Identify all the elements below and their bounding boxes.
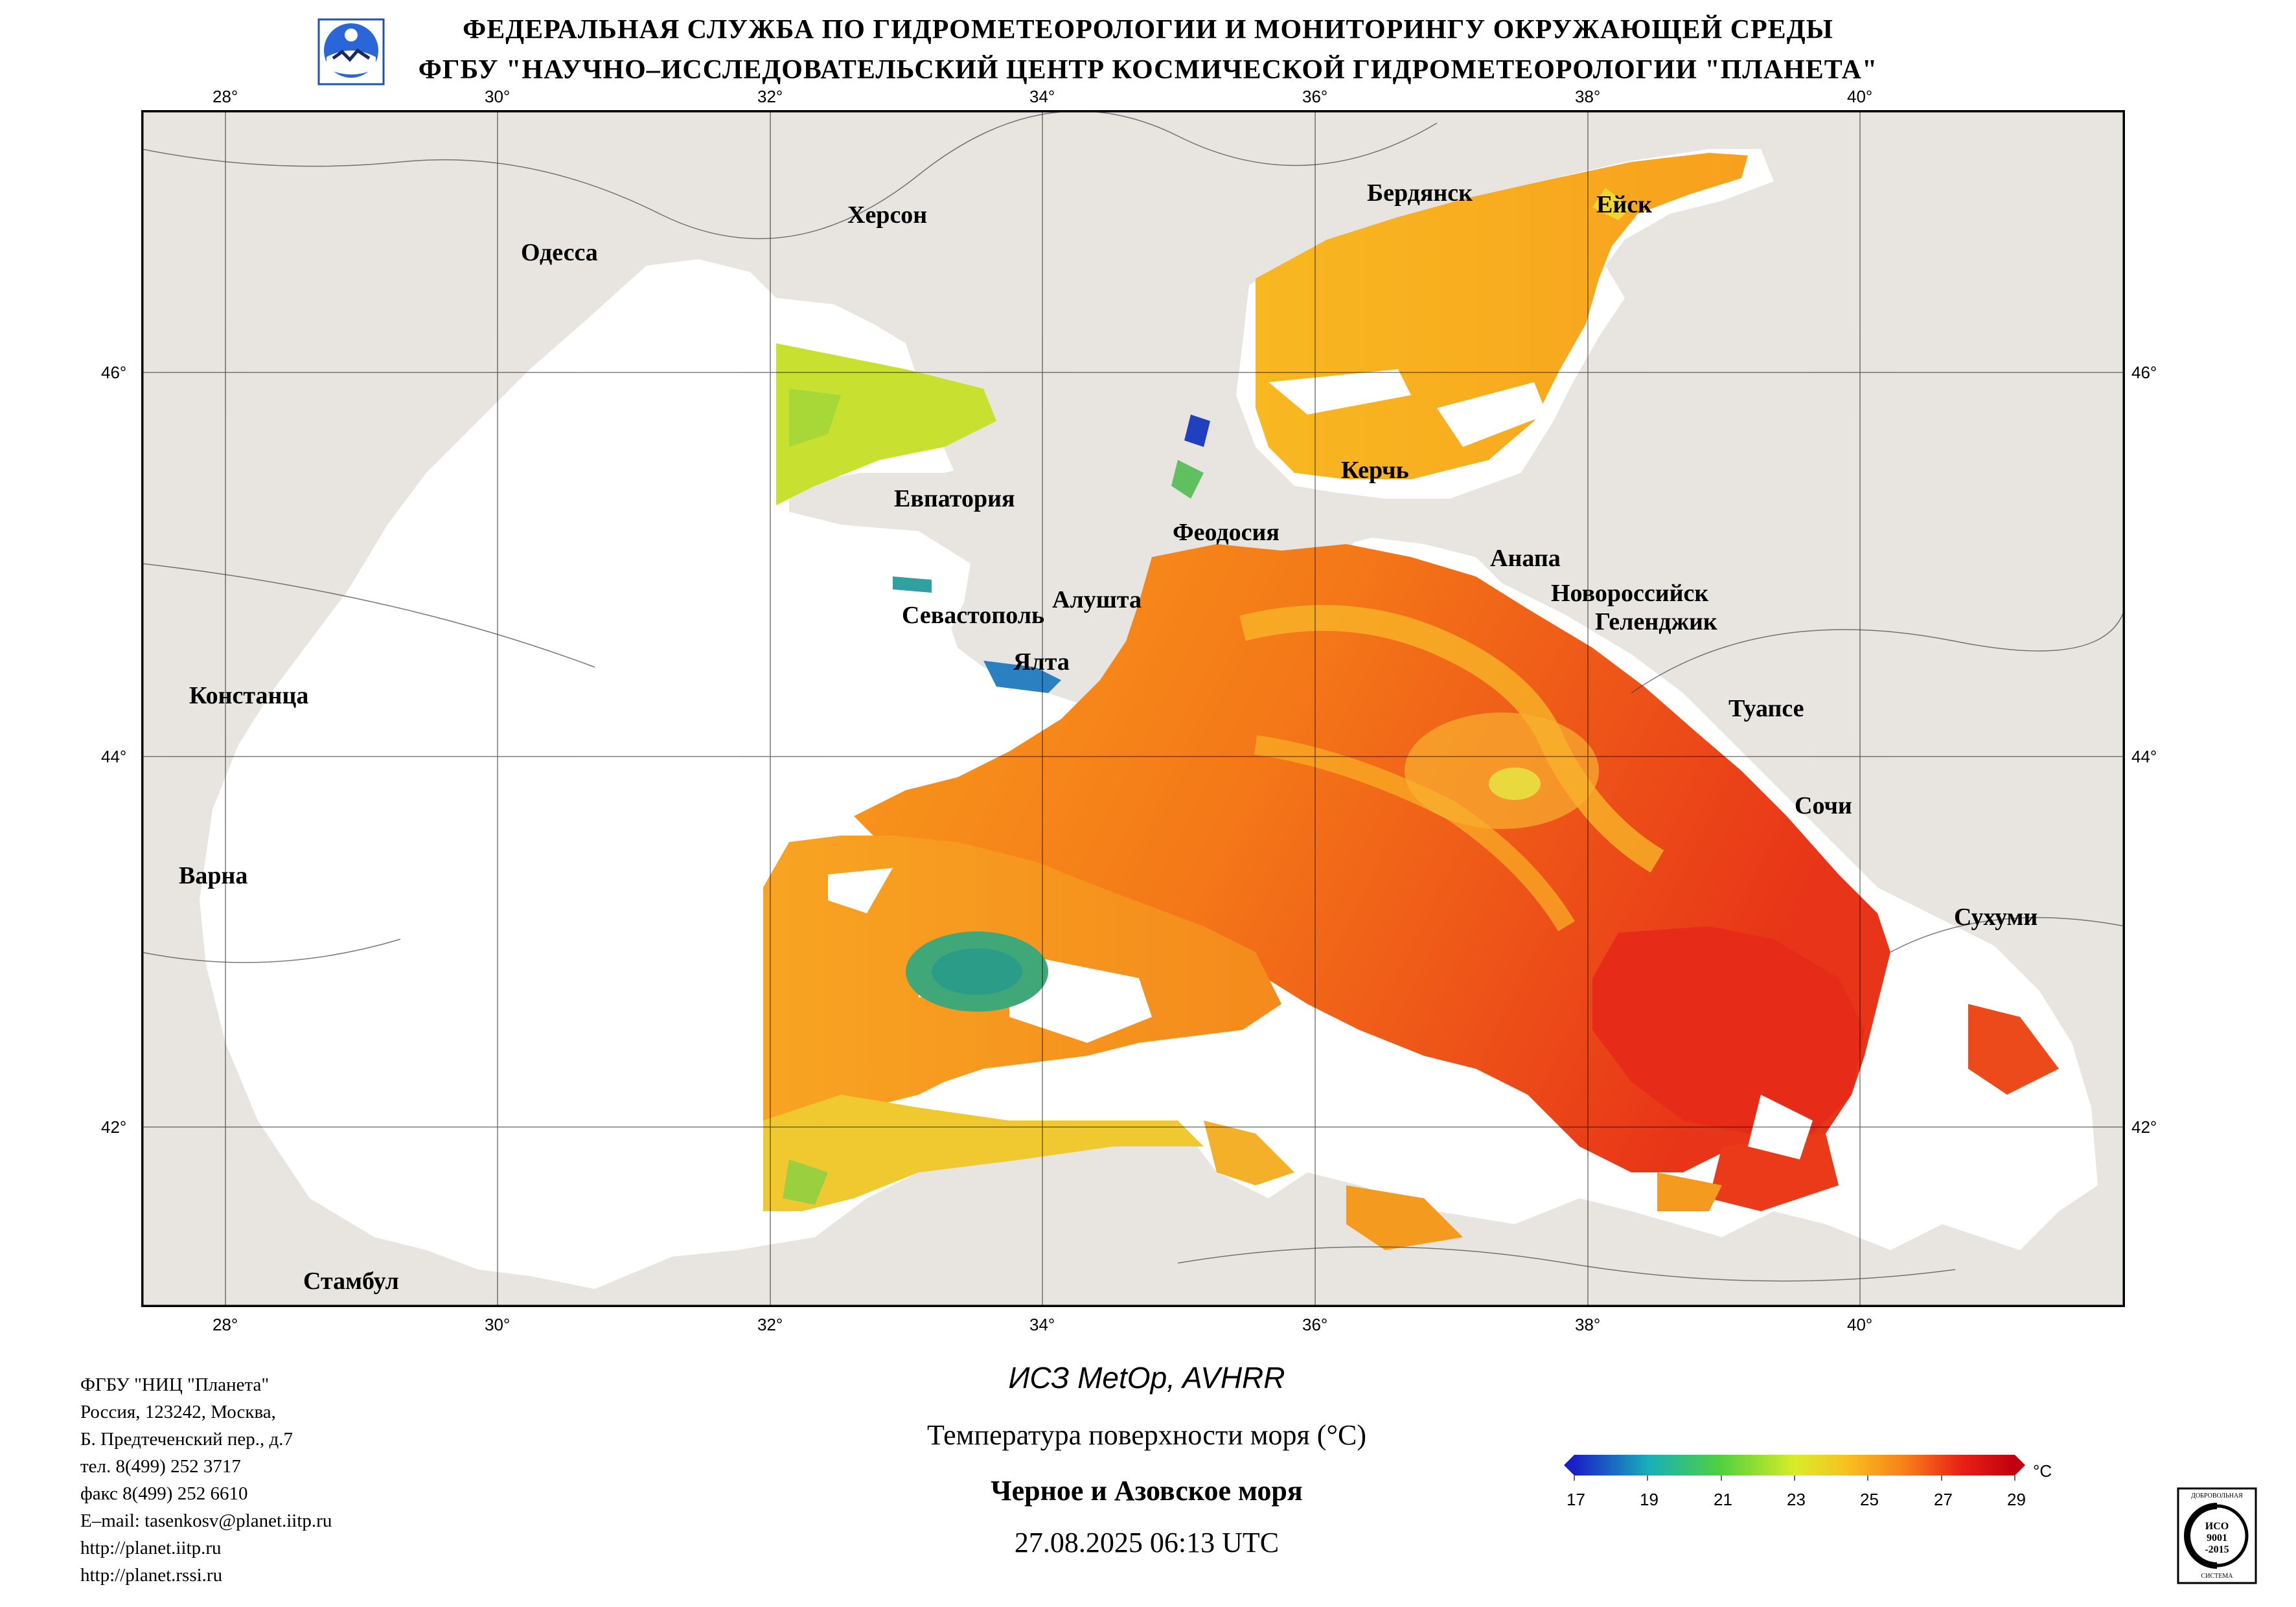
- lat-tick-right: 44°: [2131, 747, 2157, 766]
- lon-tick-bottom: 28°: [212, 1315, 238, 1334]
- iso-certification-badge: ДОБРОВОЛЬНАЯ ИСО 9001 -2015 СИСТЕМА: [2177, 1487, 2257, 1584]
- city-label-yeysk: Ейск: [1596, 191, 1653, 218]
- lat-tick-left: 46°: [101, 363, 127, 382]
- iso-line1: ИСО: [2205, 1521, 2229, 1532]
- city-label-sochi: Сочи: [1795, 792, 1852, 819]
- planeta-logo: [317, 18, 385, 85]
- sst-map: [141, 110, 2125, 1307]
- header-line-2: ФГБУ "НАУЧНО–ИССЛЕДОВАТЕЛЬСКИЙ ЦЕНТР КОС…: [418, 55, 1878, 85]
- lon-tick-top: 28°: [212, 87, 238, 106]
- lat-tick-left: 42°: [101, 1117, 127, 1137]
- lon-tick-bottom: 36°: [1302, 1315, 1328, 1334]
- satellite-caption: ИСЗ MetOp, AVHRR: [1008, 1361, 1285, 1395]
- lat-tick-right: 46°: [2131, 363, 2157, 382]
- address-line: Б. Предтеченский пер., д.7: [80, 1429, 293, 1450]
- city-label-berdyansk: Бердянск: [1367, 179, 1473, 207]
- city-label-tuapse: Туапсе: [1728, 695, 1804, 722]
- legend-tick: 27: [1934, 1490, 1953, 1509]
- address-link[interactable]: http://planet.rssi.ru: [80, 1565, 223, 1586]
- legend-colorbar: [1574, 1455, 2015, 1476]
- city-label-gelendzhik: Геленджик: [1595, 608, 1717, 635]
- crimea: [789, 447, 1359, 706]
- lat-tick-right: 42°: [2131, 1117, 2157, 1137]
- city-label-anapa: Анапа: [1490, 545, 1561, 572]
- legend-tick: 23: [1787, 1490, 1806, 1509]
- address-line: Россия, 123242, Москва,: [80, 1402, 276, 1422]
- legend-tick: 19: [1640, 1490, 1659, 1509]
- city-label-istanbul: Стамбул: [303, 1268, 399, 1295]
- address-line: ФГБУ "НИЦ "Планета": [80, 1374, 270, 1395]
- address-email[interactable]: E–mail: tasenkosv@planet.iitp.ru: [80, 1510, 332, 1531]
- address-fax: факс 8(499) 252 6610: [80, 1483, 248, 1504]
- lon-tick-bottom: 30°: [485, 1315, 511, 1334]
- lon-tick-bottom: 32°: [757, 1315, 783, 1334]
- lat-tick-left: 44°: [101, 747, 127, 766]
- legend-low-arrow: [1564, 1455, 1574, 1476]
- legend-tick: 17: [1567, 1490, 1585, 1509]
- lon-tick-top: 38°: [1575, 87, 1601, 106]
- city-label-alushta: Алушта: [1052, 586, 1142, 613]
- iso-line2: 9001: [2207, 1533, 2227, 1544]
- iso-bottom-text: СИСТЕМА: [2201, 1573, 2233, 1580]
- lon-tick-bottom: 38°: [1575, 1315, 1601, 1334]
- legend-high-arrow: [2015, 1455, 2025, 1476]
- legend-tick: 25: [1860, 1490, 1879, 1509]
- lon-tick-bottom: 34°: [1029, 1315, 1055, 1334]
- address-link[interactable]: http://planet.iitp.ru: [80, 1538, 222, 1558]
- iso-line3: -2015: [2205, 1544, 2229, 1555]
- city-label-constanta: Констанца: [189, 682, 309, 709]
- city-label-evpatoria: Евпатория: [894, 485, 1015, 512]
- datetime-caption: 27.08.2025 06:13 UTC: [1014, 1527, 1280, 1558]
- city-label-yalta: Ялта: [1013, 648, 1070, 676]
- city-label-varna: Варна: [179, 862, 248, 889]
- legend-tick: 29: [2007, 1490, 2026, 1509]
- city-label-novorossiysk: Новороссийск: [1551, 580, 1709, 607]
- city-label-odessa: Одесса: [521, 239, 598, 266]
- city-label-sevastopol: Севастополь: [902, 602, 1045, 629]
- warm-core: [1592, 926, 1865, 1134]
- temperature-legend: [1555, 1451, 2060, 1509]
- lon-tick-top: 32°: [757, 87, 783, 106]
- lon-tick-top: 30°: [485, 87, 511, 106]
- legend-unit: °C: [2033, 1461, 2052, 1481]
- northwest-shelf-sst: [776, 343, 996, 505]
- legend-tick: 21: [1714, 1490, 1732, 1509]
- lon-tick-bottom: 40°: [1847, 1315, 1873, 1334]
- graticule: [141, 110, 2125, 1307]
- header-line-1: ФЕДЕРАЛЬНАЯ СЛУЖБА ПО ГИДРОМЕТЕОРОЛОГИИ …: [463, 15, 1833, 45]
- city-label-kerch: Керчь: [1341, 457, 1409, 484]
- iso-top-text: ДОБРОВОЛЬНАЯ: [2191, 1492, 2243, 1499]
- lon-tick-top: 36°: [1302, 87, 1328, 106]
- lon-tick-top: 34°: [1029, 87, 1055, 106]
- region-caption: Черное и Азовское моря: [991, 1475, 1303, 1507]
- lon-tick-top: 40°: [1847, 87, 1873, 106]
- parameter-caption: Температура поверхности моря (°C): [926, 1419, 1367, 1451]
- city-label-kherson: Херсон: [847, 201, 928, 229]
- address-phone: тел. 8(499) 252 3717: [80, 1456, 241, 1477]
- city-label-feodosia: Феодосия: [1173, 519, 1280, 546]
- city-label-sukhumi: Сухуми: [1954, 904, 2038, 931]
